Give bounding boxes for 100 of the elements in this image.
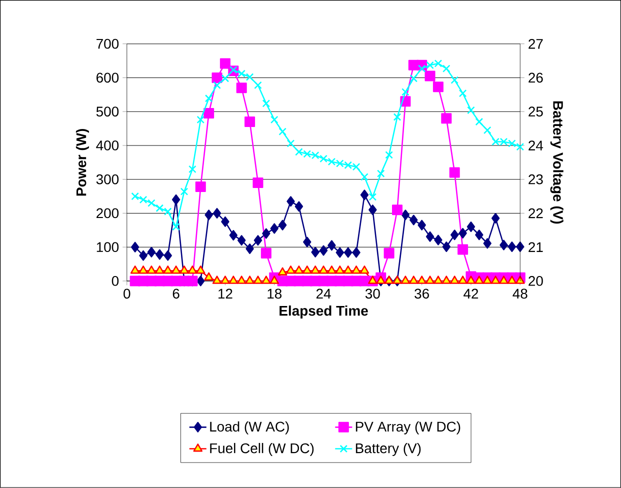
point bbox=[360, 173, 368, 181]
point bbox=[466, 222, 476, 232]
y2-tick-label: 22 bbox=[528, 208, 543, 218]
point bbox=[163, 266, 172, 274]
point bbox=[236, 82, 247, 94]
y-tick-label: 200 bbox=[96, 208, 119, 218]
point bbox=[474, 276, 484, 284]
point bbox=[458, 276, 468, 284]
point bbox=[237, 235, 246, 246]
point bbox=[262, 100, 270, 108]
y-axis-title: Power (W) bbox=[76, 129, 89, 196]
point bbox=[384, 276, 394, 284]
y2-tick-label: 20 bbox=[528, 276, 543, 286]
point bbox=[310, 266, 320, 274]
point bbox=[221, 74, 230, 82]
point bbox=[450, 76, 459, 84]
point bbox=[254, 81, 262, 90]
y2-tick-label: 21 bbox=[528, 242, 543, 252]
point bbox=[352, 266, 361, 274]
point bbox=[188, 165, 196, 174]
point bbox=[246, 244, 254, 254]
point bbox=[483, 126, 492, 134]
point bbox=[418, 220, 426, 230]
point bbox=[442, 276, 452, 284]
point bbox=[500, 240, 508, 250]
point bbox=[482, 276, 492, 284]
point bbox=[146, 266, 156, 274]
point bbox=[318, 266, 328, 274]
x-tick-label: 6 bbox=[172, 288, 180, 299]
point bbox=[147, 246, 156, 258]
point bbox=[384, 248, 394, 258]
point bbox=[409, 276, 418, 284]
point bbox=[164, 250, 172, 261]
point bbox=[244, 116, 256, 128]
point bbox=[260, 248, 272, 258]
point bbox=[196, 116, 205, 124]
x-tick-label: 42 bbox=[464, 288, 478, 299]
point bbox=[180, 266, 189, 274]
point bbox=[294, 266, 304, 274]
point bbox=[278, 267, 288, 276]
point bbox=[450, 276, 460, 284]
point bbox=[180, 188, 188, 196]
point bbox=[392, 204, 403, 216]
point bbox=[229, 230, 238, 241]
point bbox=[320, 154, 328, 163]
x-tick-label: 30 bbox=[365, 288, 380, 299]
point bbox=[393, 113, 402, 121]
point bbox=[130, 266, 140, 274]
point bbox=[352, 247, 360, 258]
point bbox=[450, 230, 459, 240]
point bbox=[417, 276, 426, 284]
point bbox=[467, 106, 475, 114]
x-tick-label: 0 bbox=[124, 288, 130, 299]
y2-tick-label: 24 bbox=[528, 140, 544, 150]
point bbox=[336, 247, 344, 258]
y2-tick-label: 25 bbox=[528, 106, 543, 117]
point bbox=[491, 213, 500, 224]
point bbox=[442, 242, 451, 252]
point bbox=[319, 245, 328, 256]
point bbox=[402, 88, 410, 96]
point bbox=[434, 276, 443, 284]
point bbox=[401, 210, 410, 220]
y-tick-label: 0 bbox=[112, 276, 119, 286]
point bbox=[425, 276, 435, 284]
y2-tick-label: 27 bbox=[528, 38, 543, 49]
point bbox=[171, 266, 181, 274]
point bbox=[294, 201, 304, 212]
point bbox=[434, 234, 442, 246]
y-tick-label: 700 bbox=[96, 38, 119, 49]
point bbox=[516, 142, 524, 151]
x-tick-label: 48 bbox=[512, 288, 528, 299]
y2-axis-title: Battery Voltage (V) bbox=[550, 101, 564, 224]
point bbox=[475, 230, 484, 240]
y-tick-label: 100 bbox=[96, 242, 119, 252]
point bbox=[442, 64, 450, 73]
point bbox=[344, 247, 352, 258]
x-tick-label: 18 bbox=[268, 288, 282, 299]
point bbox=[195, 182, 206, 192]
point bbox=[328, 240, 336, 251]
point bbox=[262, 228, 270, 239]
point bbox=[252, 178, 264, 188]
point bbox=[303, 236, 312, 248]
y-tick-label: 500 bbox=[96, 106, 119, 117]
point bbox=[172, 222, 180, 231]
point bbox=[286, 140, 295, 148]
point bbox=[204, 210, 213, 220]
point bbox=[156, 249, 164, 260]
point bbox=[400, 276, 410, 284]
point bbox=[221, 216, 230, 227]
point bbox=[458, 228, 467, 239]
point bbox=[212, 72, 222, 83]
point bbox=[368, 204, 377, 216]
point bbox=[286, 196, 295, 207]
point bbox=[164, 208, 172, 216]
point bbox=[238, 70, 246, 78]
point bbox=[302, 266, 312, 274]
point bbox=[466, 276, 476, 284]
legend-label: Fuel Cell (W DC) bbox=[210, 443, 314, 456]
point bbox=[278, 220, 287, 230]
point bbox=[490, 276, 500, 284]
